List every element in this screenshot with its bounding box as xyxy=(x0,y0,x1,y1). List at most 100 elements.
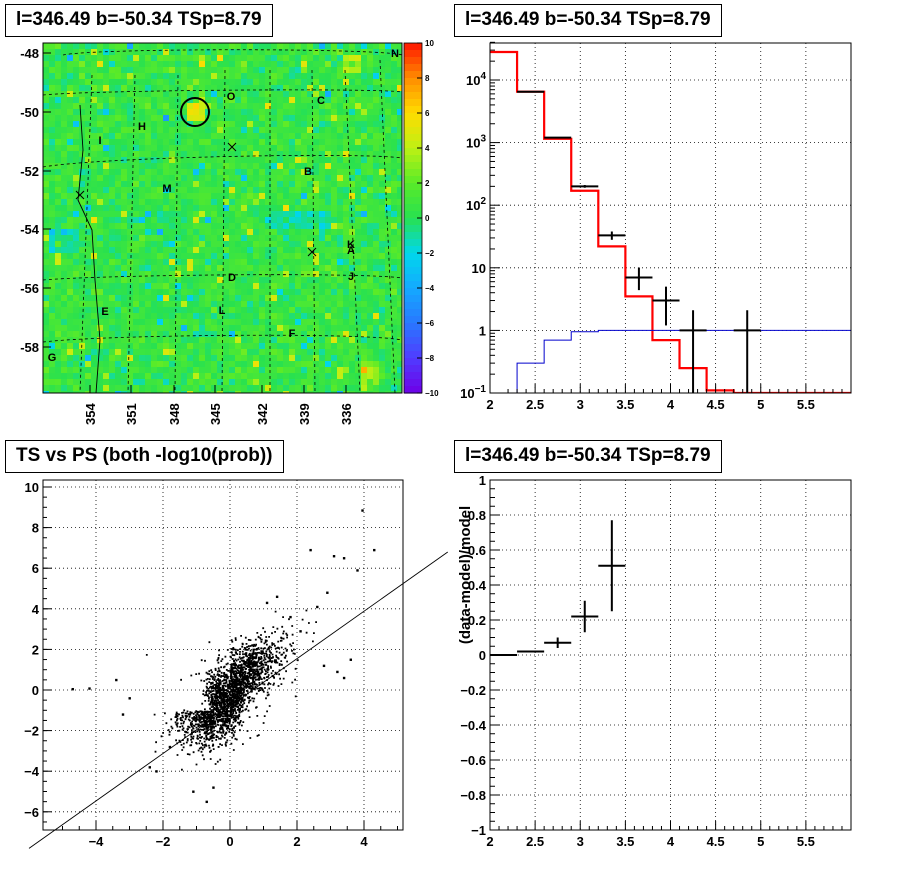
map-pixel xyxy=(55,235,61,241)
map-pixel xyxy=(217,73,223,79)
map-pixel xyxy=(391,385,397,391)
map-pixel xyxy=(187,55,193,61)
map-pixel xyxy=(259,265,265,271)
map-pixel xyxy=(127,211,133,217)
map-pixel xyxy=(157,133,163,139)
map-pixel xyxy=(175,343,181,349)
map-pixel xyxy=(241,121,247,127)
map-pixel xyxy=(157,277,163,283)
map-pixel xyxy=(133,295,139,301)
map-pixel xyxy=(43,91,49,97)
map-pixel xyxy=(337,55,343,61)
map-pixel xyxy=(43,193,49,199)
map-pixel xyxy=(199,361,205,367)
map-pixel xyxy=(121,247,127,253)
map-pixel xyxy=(43,175,49,181)
map-pixel xyxy=(397,163,402,169)
map-pixel xyxy=(355,43,361,49)
map-pixel xyxy=(337,157,343,163)
map-pixel xyxy=(295,145,301,151)
map-pixel xyxy=(235,205,241,211)
map-pixel xyxy=(175,391,181,393)
map-pixel xyxy=(55,283,61,289)
map-pixel xyxy=(205,289,211,295)
map-pixel xyxy=(295,367,301,373)
map-pixel xyxy=(61,103,67,109)
map-pixel xyxy=(157,217,163,223)
map-pixel xyxy=(259,331,265,337)
scatter-point xyxy=(275,595,279,599)
map-pixel xyxy=(319,199,325,205)
map-pixel xyxy=(127,73,133,79)
map-pixel xyxy=(175,307,181,313)
map-pixel xyxy=(169,97,175,103)
map-pixel xyxy=(247,43,253,49)
map-pixel xyxy=(253,301,259,307)
map-pixel xyxy=(187,337,193,343)
map-pixel xyxy=(349,277,355,283)
map-pixel xyxy=(43,361,49,367)
map-pixel xyxy=(349,349,355,355)
map-pixel xyxy=(289,247,295,253)
map-pixel xyxy=(283,343,289,349)
map-pixel xyxy=(289,373,295,379)
map-pixel xyxy=(145,319,151,325)
map-pixel xyxy=(361,151,367,157)
map-pixel xyxy=(265,175,271,181)
map-pixel xyxy=(277,139,283,145)
map-pixel xyxy=(223,355,229,361)
map-pixel xyxy=(289,307,295,313)
map-pixel xyxy=(223,49,229,55)
map-pixel xyxy=(325,151,331,157)
map-pixel xyxy=(295,283,301,289)
map-pixel xyxy=(301,379,307,385)
map-pixel xyxy=(127,193,133,199)
map-pixel xyxy=(313,241,319,247)
map-pixel xyxy=(121,373,127,379)
y-tick-label: 2 xyxy=(32,642,39,657)
map-pixel xyxy=(145,193,151,199)
map-pixel xyxy=(109,319,115,325)
map-pixel xyxy=(127,55,133,61)
map-pixel xyxy=(247,337,253,343)
map-pixel xyxy=(169,79,175,85)
map-pixel xyxy=(151,97,157,103)
grid-longitude-line xyxy=(127,74,136,393)
map-pixel xyxy=(109,349,115,355)
map-pixel xyxy=(307,235,313,241)
map-pixel xyxy=(145,367,151,373)
map-pixel xyxy=(253,391,259,393)
map-pixel xyxy=(397,181,402,187)
map-pixel xyxy=(361,91,367,97)
map-pixel xyxy=(199,379,205,385)
map-pixel xyxy=(145,175,151,181)
map-pixel xyxy=(367,175,373,181)
map-pixel xyxy=(385,67,391,73)
map-pixel xyxy=(337,169,343,175)
map-pixel xyxy=(109,355,115,361)
map-pixel xyxy=(43,271,49,277)
map-pixel xyxy=(247,241,253,247)
map-pixel xyxy=(55,211,61,217)
map-pixel xyxy=(211,283,217,289)
map-pixel xyxy=(295,343,301,349)
map-pixel xyxy=(271,271,277,277)
map-pixel xyxy=(163,43,169,49)
map-pixel xyxy=(49,145,55,151)
map-pixel xyxy=(55,349,61,355)
map-pixel xyxy=(61,187,67,193)
map-pixel xyxy=(55,307,61,313)
map-pixel xyxy=(397,133,402,139)
map-pixel xyxy=(193,271,199,277)
map-pixel xyxy=(139,385,145,391)
map-pixel xyxy=(223,199,229,205)
map-pixel xyxy=(295,49,301,55)
map-pixel xyxy=(271,49,277,55)
map-pixel xyxy=(349,133,355,139)
map-pixel xyxy=(127,319,133,325)
map-pixel xyxy=(109,175,115,181)
map-pixel xyxy=(61,301,67,307)
map-pixel xyxy=(355,133,361,139)
map-pixel xyxy=(127,361,133,367)
map-pixel xyxy=(151,223,157,229)
